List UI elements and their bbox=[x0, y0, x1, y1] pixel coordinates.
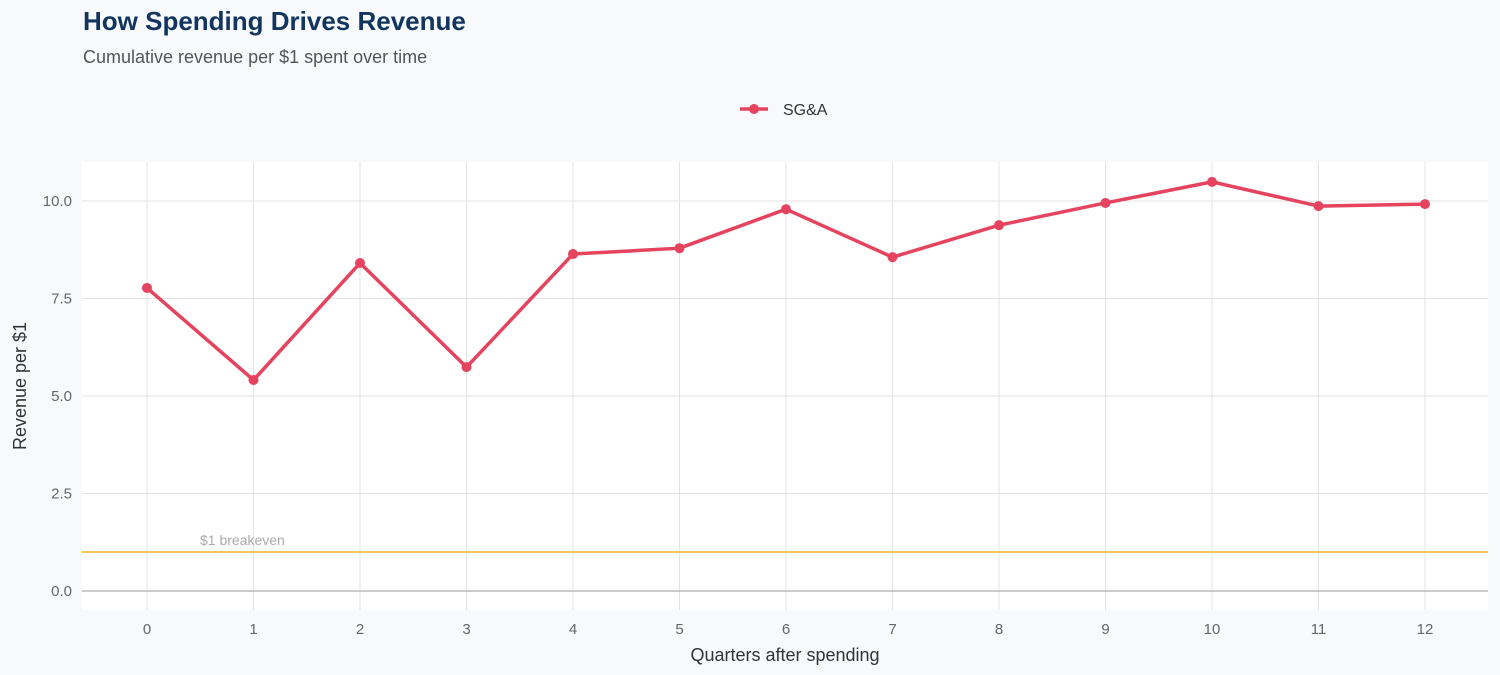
x-axis-title: Quarters after spending bbox=[690, 645, 879, 665]
x-tick-label: 11 bbox=[1311, 621, 1327, 638]
plot-panel bbox=[82, 162, 1488, 610]
legend-marker bbox=[749, 104, 759, 114]
chart-subtitle: Cumulative revenue per $1 spent over tim… bbox=[83, 47, 428, 67]
x-tick-label: 4 bbox=[569, 621, 577, 638]
data-point bbox=[248, 375, 259, 386]
y-tick-label: 10.0 bbox=[43, 193, 72, 210]
x-tick-label: 0 bbox=[143, 621, 151, 638]
data-point bbox=[674, 243, 685, 254]
x-tick-label: 3 bbox=[462, 621, 470, 638]
x-tick-label: 8 bbox=[995, 621, 1003, 638]
x-tick-label: 7 bbox=[888, 621, 896, 638]
x-tick-label: 1 bbox=[249, 621, 257, 638]
y-tick-label: 2.5 bbox=[51, 486, 72, 503]
data-point bbox=[142, 282, 152, 293]
data-point bbox=[1420, 199, 1430, 210]
data-point bbox=[887, 252, 898, 263]
x-tick-label: 5 bbox=[675, 621, 683, 638]
y-tick-label: 7.5 bbox=[51, 291, 72, 308]
legend-label: SG&A bbox=[783, 102, 828, 119]
data-point bbox=[568, 249, 578, 260]
data-point bbox=[1313, 201, 1324, 212]
y-axis-title: Revenue per $1 bbox=[10, 322, 30, 450]
breakeven-label: $1 breakeven bbox=[200, 532, 285, 548]
data-point bbox=[781, 204, 791, 215]
y-tick-label: 0.0 bbox=[51, 583, 72, 600]
data-point bbox=[355, 258, 365, 269]
x-tick-label: 9 bbox=[1101, 621, 1109, 638]
data-point bbox=[1100, 197, 1111, 208]
x-tick-label: 10 bbox=[1204, 621, 1221, 638]
x-tick-label: 2 bbox=[356, 621, 364, 638]
x-tick-label: 6 bbox=[782, 621, 790, 638]
x-tick-label: 12 bbox=[1417, 621, 1434, 638]
chart-title: How Spending Drives Revenue bbox=[83, 6, 466, 36]
y-tick-label: 5.0 bbox=[51, 388, 72, 405]
data-point bbox=[461, 362, 472, 373]
data-point bbox=[994, 220, 1004, 231]
data-point bbox=[1207, 176, 1217, 187]
